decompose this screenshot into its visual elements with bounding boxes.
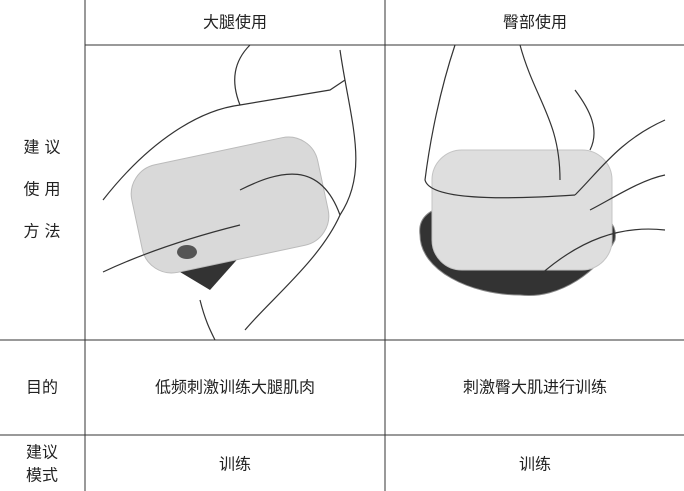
row-label: 方 法 bbox=[23, 222, 60, 241]
row-label: 建议 bbox=[26, 443, 58, 462]
thigh-illustration bbox=[102, 44, 357, 341]
row-label: 模式 bbox=[26, 466, 58, 485]
header-cell: 臀部使用 bbox=[503, 13, 567, 32]
row-label: 使 用 bbox=[23, 180, 60, 199]
cell-text: 训练 bbox=[219, 455, 251, 474]
cell-text: 刺激臀大肌进行训练 bbox=[463, 378, 607, 397]
row-label: 目的 bbox=[26, 378, 58, 397]
buttock-illustration bbox=[419, 44, 666, 297]
header-cell: 大腿使用 bbox=[203, 13, 267, 32]
cell-text: 训练 bbox=[519, 455, 551, 474]
row-label: 建 议 bbox=[23, 138, 60, 157]
cell-text: 低频刺激训练大腿肌肉 bbox=[155, 378, 315, 397]
